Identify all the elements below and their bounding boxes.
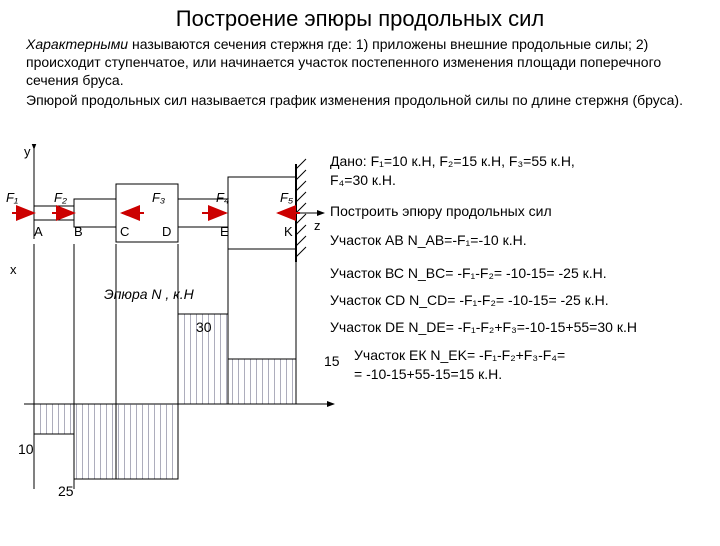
label-f5: F₅ (280, 190, 294, 205)
given-line-1: Дано: F₁=10 к.Н, F₂=15 к.Н, F₃=55 к.Н, (330, 153, 710, 169)
paragraph-1-emph: Характерными (26, 36, 128, 52)
value-10: 10 (18, 441, 34, 457)
beam-diagram: y x z F₁ F₂ (4, 144, 364, 544)
label-c: C (120, 224, 129, 239)
page-title: Построение эпюры продольных сил (0, 6, 720, 32)
paragraph-2: Эпюрой продольных сил называется график … (26, 92, 694, 110)
calc-cd: Участок CD N_CD= -F₁-F₂= -10-15= -25 к.Н… (330, 292, 720, 308)
label-k: K (284, 224, 293, 239)
fixed-support-icon (296, 159, 306, 262)
label-f4: F₄ (216, 190, 229, 205)
calc-ab: Участок АВ N_AB=-F₁=-10 к.Н. (330, 232, 710, 248)
axis-y-label: y (24, 144, 31, 159)
label-f3: F₃ (152, 190, 165, 205)
label-a: A (34, 224, 43, 239)
calc-de: Участок DE N_DE= -F₁-F₂+F₃=-10-15+55=30 … (330, 319, 720, 335)
label-f1: F₁ (6, 190, 18, 205)
calc-ek-1: Участок ЕК N_EK= -F₁-F₂+F₃-F₄= (354, 347, 720, 363)
axis-z-label: z (314, 218, 321, 233)
label-e: E (220, 224, 229, 239)
task-text: Построить эпюру продольных сил (330, 203, 710, 219)
calc-ek-2: = -10-15+55-15=15 к.Н. (354, 366, 720, 382)
label-d: D (162, 224, 171, 239)
axis-x-label: x (10, 262, 17, 277)
calc-bc: Участок ВС N_BC= -F₁-F₂= -10-15= -25 к.Н… (330, 265, 720, 281)
value-15: 15 (324, 353, 340, 369)
label-f2: F₂ (54, 190, 67, 205)
value-30: 30 (196, 319, 212, 335)
epure-label: Эпюра N , к.Н (104, 286, 195, 302)
paragraph-1: Характерными называются сечения стержня … (26, 36, 694, 90)
value-25: 25 (58, 483, 74, 499)
given-line-2: F₄=30 к.Н. (330, 172, 710, 188)
label-b: B (74, 224, 83, 239)
